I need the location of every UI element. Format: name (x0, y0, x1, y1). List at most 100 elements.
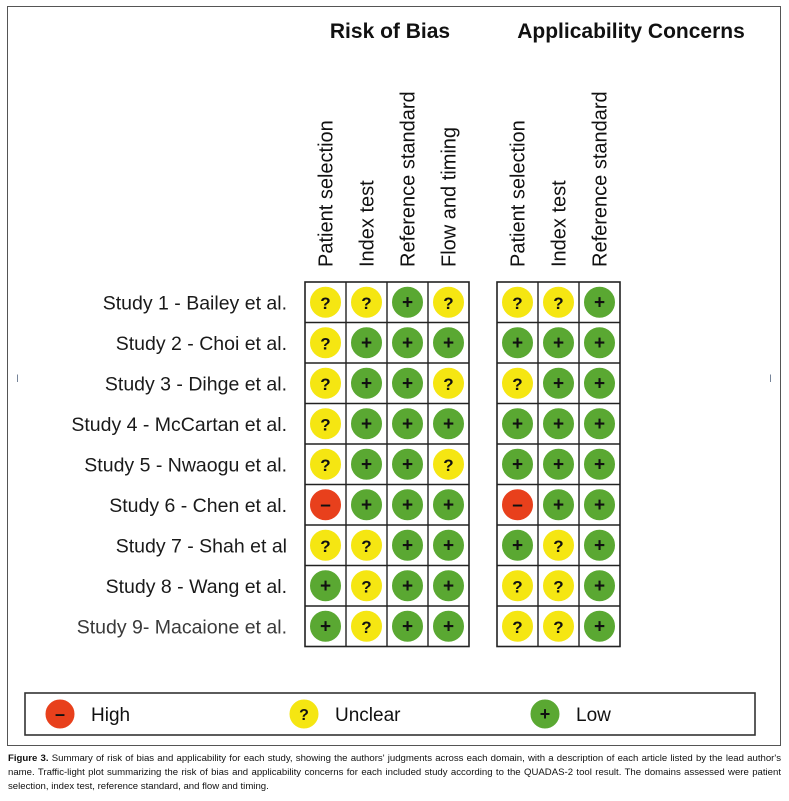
judgement-symbol: + (402, 414, 413, 435)
judgement-low-circle (391, 609, 424, 643)
judgement-symbol: + (320, 576, 331, 597)
caption-text: Summary of risk of bias and applicabilit… (8, 753, 782, 792)
judgement-low-circle (501, 447, 534, 481)
judgement-symbol: ? (443, 456, 453, 475)
study-label: Study 6 - Chen et al. (109, 495, 287, 517)
judgement-low-circle (542, 488, 575, 522)
judgement-symbol: + (361, 495, 372, 516)
domain-label: Index test (357, 180, 379, 267)
judgement-symbol: ? (512, 375, 522, 394)
judgement-low-circle (542, 407, 575, 441)
judgement-low-circle (432, 407, 465, 441)
judgement-unclear-circle (350, 609, 383, 643)
judgement-symbol: + (402, 495, 413, 516)
judgement-symbol: + (594, 292, 605, 313)
study-label: Study 4 - McCartan et al. (71, 414, 287, 436)
judgement-unclear-circle (432, 447, 465, 481)
judgement-low-circle (583, 285, 616, 319)
judgement-low-circle (542, 326, 575, 360)
judgement-low-circle (391, 407, 424, 441)
judgement-unclear-circle (309, 326, 342, 360)
study-label: Study 3 - Dihge et al. (105, 373, 287, 395)
caption-label: Figure 3. (8, 753, 49, 764)
legend-low-icon (529, 698, 561, 730)
group-title: Applicability Concerns (517, 20, 745, 43)
judgement-low-circle (391, 528, 424, 562)
judgement-low-circle (542, 366, 575, 400)
legend-label: Unclear (335, 705, 401, 726)
legend-symbol: ? (299, 707, 309, 724)
judgement-symbol: ? (553, 294, 563, 313)
judgement-symbol: ? (512, 294, 522, 313)
judgement-unclear-circle (501, 609, 534, 643)
judgement-unclear-circle (350, 285, 383, 319)
judgement-low-circle (432, 609, 465, 643)
judgement-symbol: + (553, 373, 564, 394)
judgement-unclear-circle (350, 528, 383, 562)
judgement-symbol: + (594, 454, 605, 475)
legend-label: High (91, 705, 130, 726)
judgement-symbol: + (443, 333, 454, 354)
judgement-symbol: + (402, 576, 413, 597)
domain-label: Reference standard (590, 91, 612, 267)
legend-label: Low (576, 705, 611, 726)
legend-symbol: + (540, 704, 551, 724)
judgement-symbol: + (594, 576, 605, 597)
judgement-unclear-circle (501, 285, 534, 319)
judgement-low-circle (583, 609, 616, 643)
domain-label: Flow and timing (439, 127, 461, 267)
judgement-symbol: + (443, 535, 454, 556)
judgement-symbol: + (361, 414, 372, 435)
judgement-unclear-circle (501, 569, 534, 603)
judgement-symbol: + (443, 495, 454, 516)
judgement-symbol: + (361, 333, 372, 354)
figure-caption: Figure 3. Summary of risk of bias and ap… (8, 752, 781, 794)
judgement-symbol: + (594, 535, 605, 556)
study-label: Study 7 - Shah et al (116, 535, 287, 557)
judgement-high-circle (309, 488, 342, 522)
judgement-symbol: + (512, 535, 523, 556)
judgement-low-circle (391, 569, 424, 603)
judgement-low-circle (583, 366, 616, 400)
judgement-symbol: ? (320, 375, 330, 394)
judgement-symbol: ? (553, 618, 563, 637)
judgement-symbol: + (402, 535, 413, 556)
judgement-symbol: ? (553, 537, 563, 556)
judgement-low-circle (432, 488, 465, 522)
judgement-low-circle (583, 326, 616, 360)
judgement-unclear-circle (542, 569, 575, 603)
judgement-low-circle (350, 488, 383, 522)
judgement-low-circle (542, 447, 575, 481)
judgement-symbol: + (594, 333, 605, 354)
judgement-low-circle (501, 326, 534, 360)
judgement-symbol: ? (553, 577, 563, 596)
judgement-unclear-circle (350, 569, 383, 603)
judgement-unclear-circle (542, 285, 575, 319)
study-label: Study 2 - Choi et al. (116, 333, 287, 355)
judgement-symbol: + (594, 414, 605, 435)
judgement-unclear-circle (309, 366, 342, 400)
domain-label: Index test (549, 180, 571, 267)
domain-label: Patient selection (508, 120, 530, 267)
judgement-symbol: + (553, 454, 564, 475)
judgement-unclear-circle (542, 528, 575, 562)
judgement-low-circle (309, 609, 342, 643)
judgement-low-circle (350, 447, 383, 481)
judgement-low-circle (432, 326, 465, 360)
figure-frame (7, 6, 781, 746)
judgement-symbol: ? (361, 294, 371, 313)
domain-label: Reference standard (398, 91, 420, 267)
judgement-symbol: – (512, 495, 523, 516)
legend-symbol: – (55, 704, 65, 724)
judgement-low-circle (309, 569, 342, 603)
judgement-symbol: + (594, 495, 605, 516)
judgement-symbol: ? (320, 415, 330, 434)
judgement-symbol: + (443, 616, 454, 637)
judgement-symbol: + (402, 616, 413, 637)
judgement-symbol: + (443, 414, 454, 435)
judgement-symbol: ? (320, 537, 330, 556)
judgement-low-circle (391, 285, 424, 319)
legend-high-icon (44, 698, 76, 730)
judgement-low-circle (583, 569, 616, 603)
judgement-symbol: + (512, 333, 523, 354)
